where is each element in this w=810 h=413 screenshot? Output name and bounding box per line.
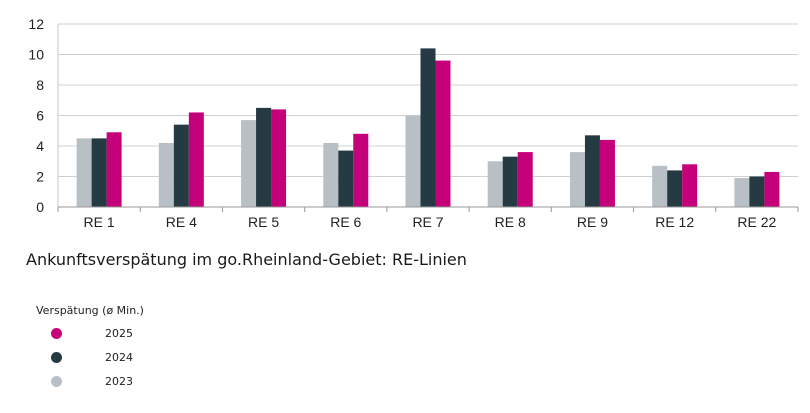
bar-2024-re22	[749, 176, 765, 207]
y-tick-label: 8	[36, 77, 44, 93]
legend-item-2025: 2025	[36, 325, 144, 349]
bar-2024-re9	[584, 135, 600, 207]
x-tick-label: RE 6	[330, 214, 361, 230]
bar-2024-re12	[667, 170, 683, 207]
legend: Verspätung (ø Min.) 2025 2024 2023	[36, 304, 144, 397]
bar-2024-re6	[338, 150, 354, 207]
bar-2023-re6	[323, 142, 339, 207]
y-tick-label: 0	[36, 199, 44, 215]
bar-2024-re5	[256, 107, 272, 207]
bar-2025-re9	[599, 139, 615, 207]
bar-2025-re1	[106, 132, 122, 207]
y-tick-label: 4	[36, 138, 44, 154]
y-axis-ticks: 0 2 4 6 8 10 12	[28, 16, 44, 215]
y-tick-label: 12	[28, 16, 44, 32]
bar-2025-re4	[188, 112, 204, 207]
legend-marker-2023	[51, 376, 62, 387]
legend-item-2023: 2023	[36, 373, 144, 397]
bar-2024-re4	[173, 124, 189, 207]
x-tick-label: RE 7	[412, 214, 443, 230]
y-tick-label: 6	[36, 108, 44, 124]
bar-2025-re7	[435, 60, 451, 207]
bar-2023-re8	[487, 161, 503, 207]
y-tick-label: 10	[28, 47, 44, 63]
bar-2025-re5	[271, 109, 287, 207]
chart-caption: Ankunftsverspätung im go.Rheinland-Gebie…	[26, 250, 467, 269]
bar-2024-re7	[420, 48, 436, 208]
bar-2023-re7	[405, 115, 421, 207]
legend-marker-2024	[51, 352, 62, 363]
legend-label-2025: 2025	[105, 327, 133, 340]
bar-2023-re1	[76, 138, 92, 207]
x-axis: RE 1 RE 4 RE 5 RE 6 RE 7 RE 8 RE 9 RE 12 RE 22	[57, 24, 799, 230]
y-tick-label: 2	[36, 169, 44, 185]
legend-label-2024: 2024	[105, 351, 133, 364]
x-tick-label: RE 8	[495, 214, 526, 230]
bar-2023-re22	[734, 178, 750, 207]
legend-item-2024: 2024	[36, 349, 144, 373]
bar-2025-re22	[764, 171, 780, 207]
bar-2025-re12	[682, 164, 698, 207]
x-tick-label: RE 9	[577, 214, 608, 230]
bar-2025-re8	[517, 152, 533, 207]
legend-label-2023: 2023	[105, 375, 133, 388]
legend-title: Verspätung (ø Min.)	[36, 304, 144, 317]
x-tick-label: RE 1	[84, 214, 115, 230]
bar-2024-re1	[91, 138, 107, 207]
bar-2024-re8	[502, 156, 518, 207]
bars	[76, 48, 780, 208]
bar-2023-re12	[652, 165, 668, 207]
bar-2023-re5	[241, 120, 257, 207]
x-tick-label: RE 5	[248, 214, 279, 230]
legend-marker-2025	[51, 328, 62, 339]
x-tick-label: RE 22	[737, 214, 776, 230]
x-tick-label: RE 4	[166, 214, 197, 230]
bar-2023-re4	[158, 142, 174, 207]
bar-2023-re9	[569, 152, 585, 207]
x-tick-label: RE 12	[655, 214, 694, 230]
bar-2025-re6	[353, 133, 369, 207]
